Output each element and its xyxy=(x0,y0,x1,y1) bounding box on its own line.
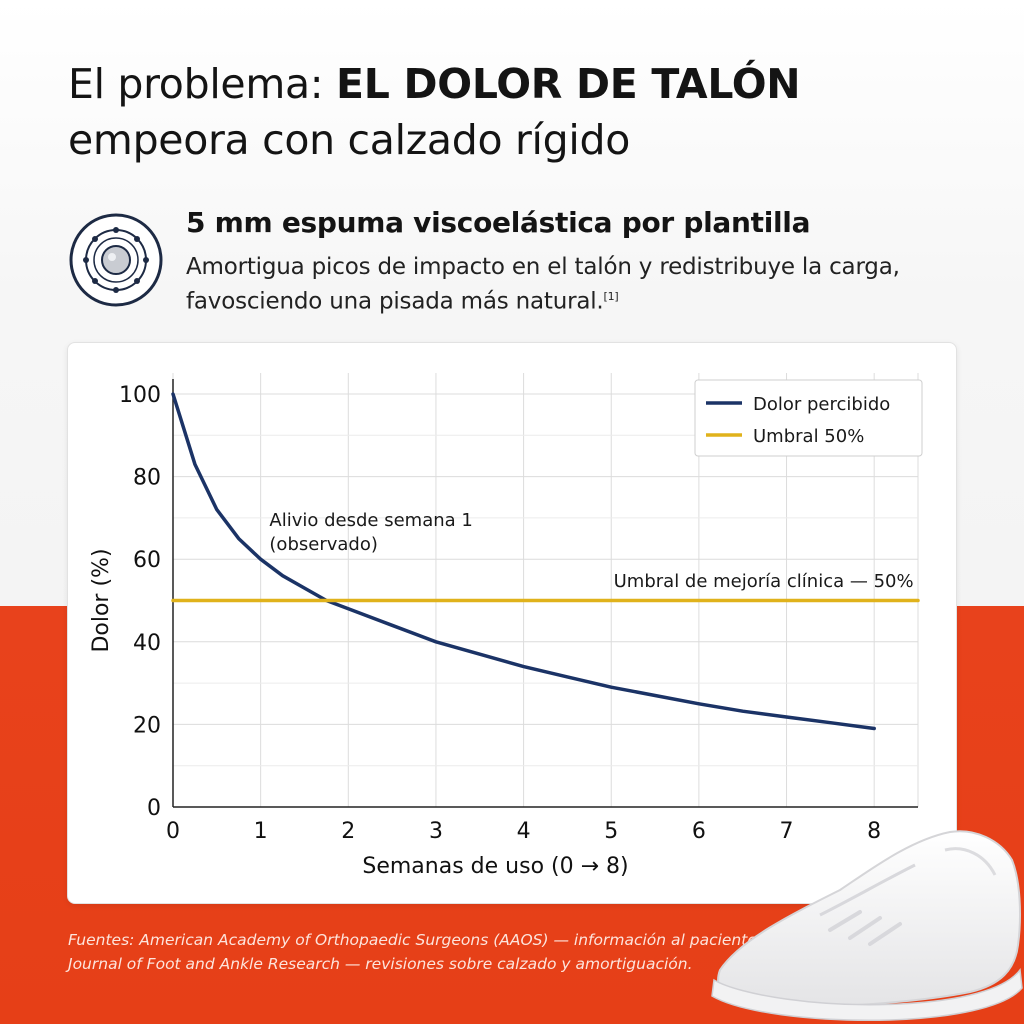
x-tick-label: 6 xyxy=(692,819,706,844)
x-tick-label: 3 xyxy=(429,819,443,844)
annotation-umbral: Umbral de mejoría clínica — 50% xyxy=(614,571,914,592)
x-tick-label: 7 xyxy=(780,819,794,844)
annotation-alivio-observado: (observado) xyxy=(269,534,377,555)
foam-layers-icon xyxy=(68,212,164,308)
series-line-dolor-percibido xyxy=(171,392,876,731)
y-tick-label: 0 xyxy=(147,796,161,821)
page-title: El problema: EL DOLOR DE TALÓN empeora c… xyxy=(68,56,968,168)
y-tick-label: 60 xyxy=(133,548,161,573)
y-tick-label: 40 xyxy=(133,631,161,656)
chart-card: 0 1 2 3 4 5 6 7 8 0 20 40 60 80 100 Semanas de uso (0 →… xyxy=(67,342,957,904)
y-tick-label: 100 xyxy=(119,383,161,408)
y-tick-label: 80 xyxy=(133,466,161,491)
title-line-2: empeora con calzado rígido xyxy=(68,116,630,164)
x-tick-label: 0 xyxy=(166,819,180,844)
legend-box xyxy=(694,379,923,457)
legend-label: Dolor percibido xyxy=(753,394,890,415)
sources-footnote: Fuentes: American Academy of Orthopaedic… xyxy=(68,931,930,973)
legend-label: Umbral 50% xyxy=(753,426,864,447)
x-tick-label: 2 xyxy=(341,819,355,844)
x-tick-label: 8 xyxy=(867,819,881,844)
y-axis-label: Dolor (%) xyxy=(89,548,114,652)
x-tick-label: 5 xyxy=(604,819,618,844)
x-axis-label: Semanas de uso (0 → 8) xyxy=(362,854,628,879)
x-tick-label: 4 xyxy=(517,819,531,844)
title-emphasis: EL DOLOR DE TALÓN xyxy=(336,60,801,108)
title-prefix: El problema: xyxy=(68,60,337,108)
feature-description: Amortigua picos de impacto en el talón y… xyxy=(186,252,946,317)
feature-description-text: Amortigua picos de impacto en el talón y… xyxy=(186,254,900,315)
x-tick-label: 1 xyxy=(254,819,268,844)
sneaker-image xyxy=(700,820,1024,1024)
annotation-alivio: Alivio desde semana 1 xyxy=(269,510,472,531)
citation-marker: [1] xyxy=(603,290,619,303)
feature-title: 5 mm espuma viscoelástica por plantilla xyxy=(186,206,811,239)
y-tick-label: 20 xyxy=(133,713,161,738)
